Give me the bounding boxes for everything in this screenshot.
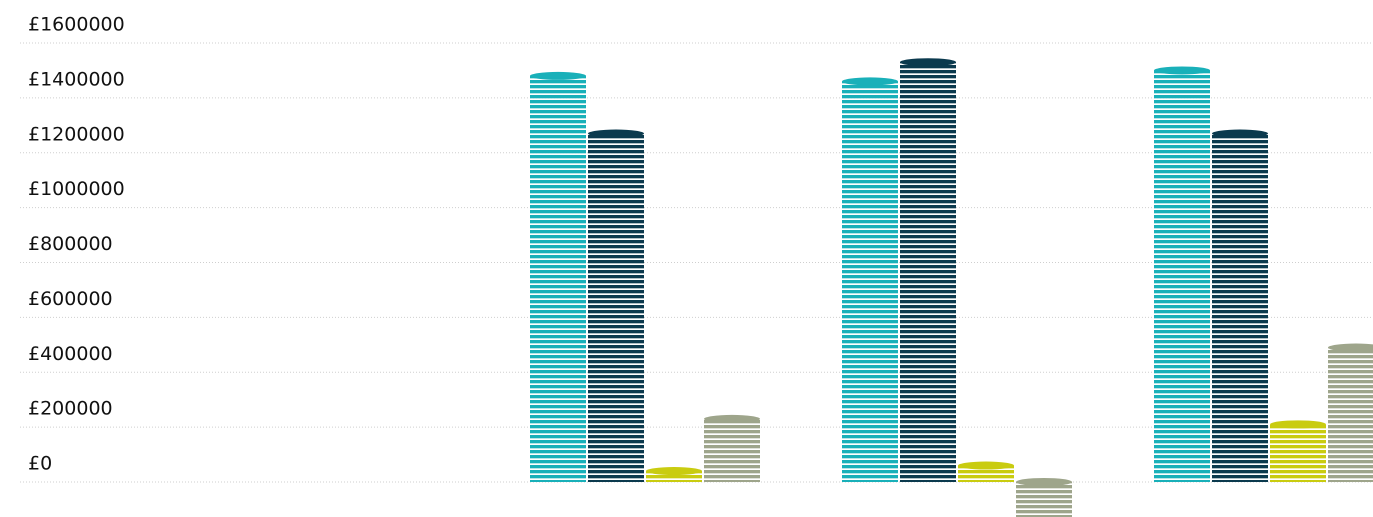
coin-stack (958, 461, 1014, 482)
y-tick-label: £1200000 (28, 123, 125, 145)
coin-top (900, 58, 956, 67)
bar (704, 418, 760, 482)
coin-top (1270, 420, 1326, 429)
coin-top (588, 129, 644, 138)
bar (842, 81, 898, 482)
coin-stack (646, 467, 702, 482)
coin-stack (588, 129, 644, 482)
coin-top (1212, 129, 1268, 138)
coin-stack (842, 77, 898, 482)
coin-stack (1328, 343, 1373, 482)
coin-stack (1154, 66, 1210, 482)
bar (1154, 70, 1210, 482)
bar (1016, 482, 1072, 517)
bar (588, 133, 644, 482)
y-tick-label: £0 (28, 453, 52, 475)
coin-top (1154, 66, 1210, 75)
bar (1328, 347, 1373, 482)
bar (1212, 133, 1268, 482)
y-tick-label: £1600000 (28, 14, 125, 36)
bar (900, 62, 956, 483)
coin-top (958, 461, 1014, 470)
coin-top (1016, 478, 1072, 486)
bar (958, 465, 1014, 482)
coin-stack (1270, 420, 1326, 482)
y-tick-label: £1000000 (28, 178, 125, 200)
bar (530, 75, 586, 483)
y-tick-label: £600000 (28, 288, 113, 310)
bar (1270, 424, 1326, 482)
y-tick-label: £800000 (28, 233, 113, 255)
y-tick-label: £200000 (28, 398, 113, 420)
coin-top (530, 71, 586, 80)
coin-stack (1016, 478, 1072, 517)
y-tick-label: £1400000 (28, 68, 125, 90)
coin-stack (530, 71, 586, 483)
coin-top (842, 77, 898, 86)
coin-stack (704, 414, 760, 482)
coin-stack (1212, 129, 1268, 482)
coin-top (704, 414, 760, 423)
bar (646, 471, 702, 482)
coin-top (1328, 343, 1373, 352)
coin-top (646, 467, 702, 476)
y-tick-label: £400000 (28, 343, 113, 365)
coin-stack (900, 58, 956, 483)
